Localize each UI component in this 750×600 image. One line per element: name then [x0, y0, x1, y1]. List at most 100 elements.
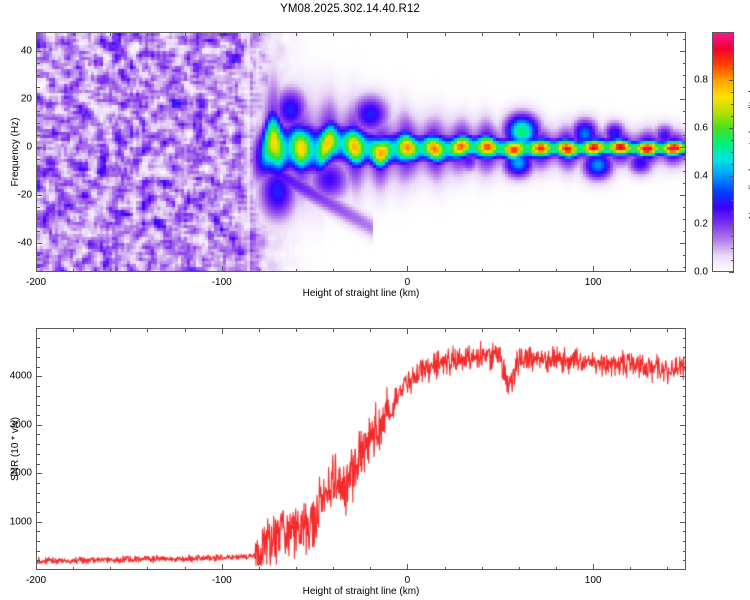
axis-tick-major: [407, 266, 409, 272]
axis-tick-major: [680, 195, 686, 197]
axis-tick-minor: [667, 566, 669, 570]
axis-tick-minor: [73, 566, 75, 570]
colorbar-tick-major: [729, 128, 734, 129]
spectrogram-image: [37, 33, 685, 271]
axis-tick-major: [221, 328, 223, 334]
axis-tick-minor: [370, 328, 372, 332]
colorbar-tick-major: [729, 272, 734, 273]
axis-tick-minor: [36, 231, 40, 233]
axis-tick-major: [680, 99, 686, 101]
spectrogram-y-axis-title: Frequency (Hz): [10, 117, 21, 187]
colorbar-tick-minor: [731, 56, 734, 57]
axis-tick-major: [36, 243, 42, 245]
axis-tick-label-x: -100: [211, 277, 232, 288]
axis-tick-label-y: -20: [17, 189, 32, 201]
axis-tick-minor: [682, 75, 686, 77]
axis-tick-minor: [682, 531, 686, 533]
snr-x-axis-title: Height of straight line (km): [302, 586, 420, 597]
axis-tick-minor: [296, 32, 297, 36]
colorbar-tick-major: [729, 176, 734, 177]
axis-tick-minor: [36, 453, 40, 455]
axis-tick-minor: [36, 347, 40, 349]
axis-tick-major: [593, 328, 595, 334]
axis-tick-major: [36, 328, 37, 334]
axis-tick-label-y: 4000: [9, 370, 32, 382]
axis-tick-major: [593, 32, 595, 38]
axis-tick-minor: [258, 268, 260, 272]
spectrogram-panel[interactable]: [36, 32, 686, 272]
axis-tick-minor: [556, 566, 557, 570]
axis-tick-major: [680, 521, 686, 523]
axis-tick-major: [680, 147, 686, 149]
axis-tick-minor: [258, 566, 260, 570]
axis-tick-minor: [682, 492, 686, 494]
axis-tick-minor: [36, 111, 40, 113]
colorbar-tick-minor: [731, 260, 734, 261]
axis-tick-label-y: 2000: [9, 467, 32, 479]
axis-tick-minor: [556, 268, 557, 272]
axis-tick-minor: [444, 32, 446, 36]
axis-tick-major: [407, 564, 409, 570]
axis-tick-minor: [73, 268, 75, 272]
axis-tick-minor: [682, 366, 686, 368]
axis-tick-minor: [481, 32, 483, 36]
axis-tick-minor: [556, 32, 557, 36]
axis-tick-minor: [682, 111, 686, 113]
axis-tick-label-y: 0: [26, 141, 32, 153]
colorbar-tick-minor: [731, 104, 734, 105]
colorbar-tick-minor: [731, 164, 734, 165]
axis-tick-label-y: -40: [17, 237, 32, 249]
axis-tick-minor: [36, 159, 40, 161]
axis-tick-minor: [444, 566, 446, 570]
axis-tick-minor: [370, 268, 372, 272]
snr-panel[interactable]: [36, 328, 686, 570]
axis-tick-major: [680, 51, 686, 53]
axis-tick-label-x: 100: [584, 575, 602, 586]
axis-tick-minor: [682, 444, 686, 446]
axis-tick-minor: [36, 207, 40, 209]
axis-tick-major: [36, 195, 42, 197]
axis-tick-minor: [296, 268, 297, 272]
axis-tick-minor: [36, 219, 40, 221]
axis-tick-minor: [36, 63, 40, 65]
axis-tick-minor: [682, 511, 686, 513]
axis-tick-minor: [682, 267, 686, 269]
axis-tick-minor: [667, 268, 669, 272]
axis-tick-major: [36, 473, 42, 475]
axis-tick-minor: [682, 159, 686, 161]
axis-tick-major: [36, 564, 37, 570]
axis-tick-minor: [682, 231, 686, 233]
axis-tick-minor: [333, 566, 335, 570]
axis-tick-minor: [682, 63, 686, 65]
axis-tick-minor: [110, 32, 112, 36]
colorbar-tick-minor: [731, 116, 734, 117]
axis-tick-label-x: 0: [404, 575, 411, 586]
axis-tick-label-y: 20: [20, 93, 32, 105]
axis-tick-minor: [682, 171, 686, 173]
axis-tick-major: [36, 32, 37, 38]
axis-tick-minor: [682, 550, 686, 552]
axis-tick-label-y: 40: [20, 45, 32, 57]
axis-tick-minor: [682, 453, 686, 455]
axis-tick-minor: [518, 566, 520, 570]
axis-tick-minor: [682, 395, 686, 397]
colorbar-tick-minor: [731, 152, 734, 153]
colorbar-tick-label: 0.0: [694, 266, 708, 278]
axis-tick-minor: [682, 207, 686, 209]
axis-tick-minor: [333, 328, 335, 332]
axis-tick-major: [680, 376, 686, 378]
colorbar-tick-major: [729, 224, 734, 225]
axis-tick-minor: [682, 502, 686, 504]
axis-tick-minor: [682, 415, 686, 417]
axis-tick-minor: [296, 566, 297, 570]
axis-tick-minor: [370, 566, 372, 570]
axis-tick-minor: [36, 337, 40, 339]
colorbar-tick-label: 0.4: [694, 170, 708, 182]
axis-tick-minor: [258, 328, 260, 332]
axis-tick-minor: [147, 32, 149, 36]
axis-tick-major: [680, 424, 686, 426]
axis-tick-minor: [147, 328, 149, 332]
axis-tick-minor: [518, 32, 520, 36]
axis-tick-minor: [630, 328, 632, 332]
colorbar-tick-minor: [731, 33, 734, 34]
